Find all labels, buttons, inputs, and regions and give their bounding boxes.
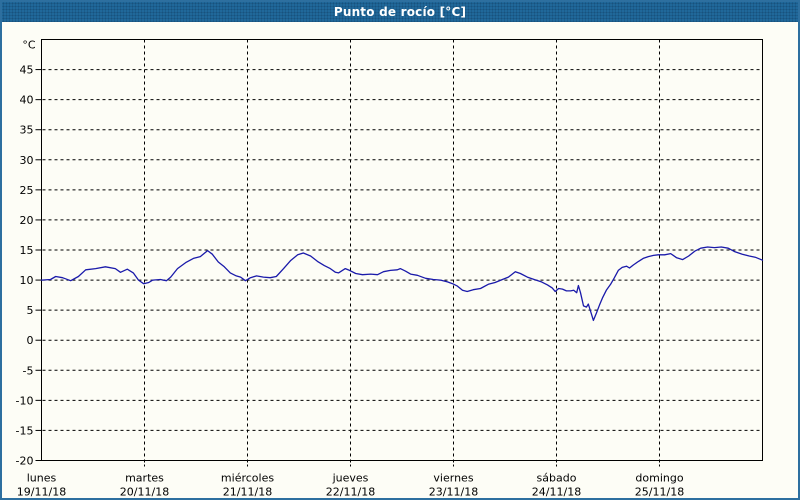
- y-tick-label: 5: [27, 304, 34, 317]
- day-date-label: 24/11/18: [532, 486, 581, 499]
- y-tick-label: 25: [20, 184, 34, 197]
- y-axis-unit-label: °C: [22, 39, 36, 52]
- dewpoint-chart-svg: 45 40 35 30 25 20 15 10 5 0 -5 -10 -15 -20 °C lunes19/1…: [16, 39, 764, 499]
- y-tick-label: -5: [23, 364, 34, 377]
- y-tick-label: -20: [16, 455, 34, 468]
- day-name-label: viernes: [433, 472, 473, 485]
- day-name-label: martes: [125, 472, 164, 485]
- y-tick-label: 10: [20, 274, 34, 287]
- chart-titlebar: Punto de rocío [°C]: [2, 2, 798, 22]
- day-date-label: 19/11/18: [17, 486, 66, 499]
- y-tick-label: -15: [16, 424, 34, 437]
- y-tick-label: 30: [20, 154, 34, 167]
- chart-title: Punto de rocío [°C]: [333, 5, 467, 19]
- day-name-label: sábado: [537, 472, 577, 485]
- day-name-label: domingo: [635, 472, 683, 485]
- day-name-label: miércoles: [221, 472, 274, 485]
- day-date-label: 23/11/18: [429, 486, 478, 499]
- y-tick-label: 15: [20, 244, 34, 257]
- plot-area: 45 40 35 30 25 20 15 10 5 0 -5 -10 -15 -20 °C lunes 19/1…: [2, 22, 798, 498]
- day-date-label: 22/11/18: [326, 486, 375, 499]
- day-date-label: 21/11/18: [223, 486, 272, 499]
- y-tick-label: 35: [20, 124, 34, 137]
- y-tick-label: -10: [16, 394, 34, 407]
- day-name-label: lunes: [27, 472, 57, 485]
- y-tick-label: 40: [20, 94, 34, 107]
- day-name-label: jueves: [332, 472, 369, 485]
- day-date-label: 25/11/18: [635, 486, 684, 499]
- plot-frame: [41, 39, 763, 461]
- y-tick-label: 0: [27, 334, 34, 347]
- y-tick-label: 45: [20, 64, 34, 77]
- y-tick-label: 20: [20, 214, 34, 227]
- day-date-label: 20/11/18: [120, 486, 169, 499]
- series-line: [40, 246, 764, 322]
